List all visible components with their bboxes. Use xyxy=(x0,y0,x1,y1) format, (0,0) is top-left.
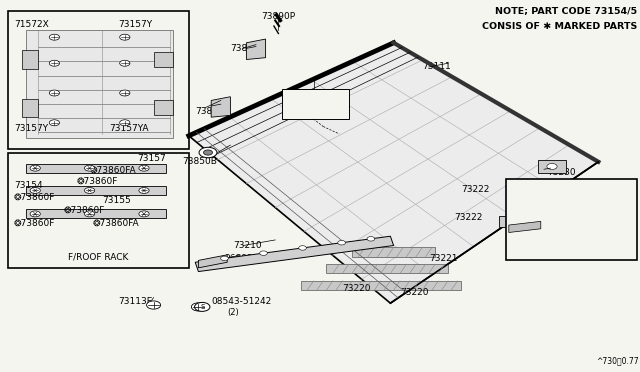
Polygon shape xyxy=(246,39,266,60)
Polygon shape xyxy=(189,43,598,303)
Text: CONSIS OF ✱ MARKED PARTS: CONSIS OF ✱ MARKED PARTS xyxy=(481,22,637,31)
Text: 73150N: 73150N xyxy=(560,228,595,237)
Text: S: S xyxy=(200,304,204,310)
Bar xyxy=(8,11,189,149)
Bar xyxy=(301,281,461,290)
Polygon shape xyxy=(509,221,541,232)
Text: ❂73860F: ❂73860F xyxy=(64,206,106,215)
Text: 73220: 73220 xyxy=(400,288,429,296)
Text: (FR&CTR): (FR&CTR) xyxy=(556,214,599,223)
Circle shape xyxy=(120,120,130,126)
Circle shape xyxy=(49,60,60,66)
Circle shape xyxy=(299,246,307,250)
Polygon shape xyxy=(198,255,227,268)
Text: ❂73860FA: ❂73860FA xyxy=(90,166,136,174)
Text: ❂73860FA: ❂73860FA xyxy=(93,219,140,228)
Polygon shape xyxy=(26,30,173,138)
Bar xyxy=(282,89,349,119)
Circle shape xyxy=(120,60,130,66)
Text: ❂73860F: ❂73860F xyxy=(14,219,56,228)
Text: EXC.F/ROOF RACK: EXC.F/ROOF RACK xyxy=(529,185,613,194)
Circle shape xyxy=(49,120,60,126)
Text: 71572X: 71572X xyxy=(14,20,49,29)
Polygon shape xyxy=(211,97,230,117)
Bar xyxy=(352,247,435,257)
Circle shape xyxy=(199,147,217,158)
Text: 73210: 73210 xyxy=(234,241,262,250)
Text: ^730⁩0.77: ^730⁩0.77 xyxy=(596,356,639,365)
Circle shape xyxy=(547,164,557,169)
Bar xyxy=(326,264,448,273)
Circle shape xyxy=(30,211,40,217)
Circle shape xyxy=(338,241,346,245)
Text: 73113E: 73113E xyxy=(118,297,153,306)
Text: ❂73860F: ❂73860F xyxy=(14,193,56,202)
Text: 73850B: 73850B xyxy=(182,157,217,166)
Circle shape xyxy=(120,90,130,96)
Text: 73157: 73157 xyxy=(138,154,166,163)
Circle shape xyxy=(139,187,149,193)
Text: 08543-51242: 08543-51242 xyxy=(211,297,271,306)
Circle shape xyxy=(84,211,95,217)
Polygon shape xyxy=(22,50,38,69)
Text: 73155: 73155 xyxy=(102,196,131,205)
Polygon shape xyxy=(195,236,394,272)
Bar xyxy=(506,179,637,260)
Text: ❂73860F: ❂73860F xyxy=(77,177,118,186)
Circle shape xyxy=(49,34,60,40)
Circle shape xyxy=(516,192,527,198)
Text: 73157Y: 73157Y xyxy=(118,20,152,29)
Text: (RR): (RR) xyxy=(568,240,588,249)
Text: 73162: 73162 xyxy=(563,201,592,210)
Circle shape xyxy=(49,90,60,96)
Text: 73221: 73221 xyxy=(429,254,458,263)
Text: F/ROOF RACK: F/ROOF RACK xyxy=(68,252,129,261)
Text: 73154: 73154 xyxy=(14,182,43,190)
Circle shape xyxy=(367,237,375,241)
Text: 73220: 73220 xyxy=(342,284,371,293)
Polygon shape xyxy=(154,52,173,67)
Circle shape xyxy=(139,165,149,171)
Text: 73111: 73111 xyxy=(422,62,451,71)
Bar xyxy=(26,209,166,218)
Text: 73222: 73222 xyxy=(461,185,489,194)
Circle shape xyxy=(507,218,517,224)
Bar xyxy=(26,186,166,195)
Text: 73157Y: 73157Y xyxy=(14,124,48,133)
Circle shape xyxy=(120,34,130,40)
Bar xyxy=(8,153,189,268)
Circle shape xyxy=(195,302,210,311)
Polygon shape xyxy=(154,100,173,115)
Text: 73157YA: 73157YA xyxy=(109,124,148,133)
Text: 73890P: 73890P xyxy=(261,12,295,21)
Text: SEE SEC. 766: SEE SEC. 766 xyxy=(290,100,340,109)
Circle shape xyxy=(221,256,228,260)
Text: 73891: 73891 xyxy=(230,44,259,53)
Circle shape xyxy=(84,187,95,193)
Text: 73230: 73230 xyxy=(547,169,576,177)
Circle shape xyxy=(204,150,212,155)
Text: 73891: 73891 xyxy=(195,107,224,116)
Text: 73222: 73222 xyxy=(454,213,483,222)
Bar xyxy=(509,190,534,201)
Circle shape xyxy=(30,187,40,193)
Bar xyxy=(26,164,166,173)
Circle shape xyxy=(147,301,161,309)
Polygon shape xyxy=(22,99,38,117)
Bar xyxy=(499,216,525,227)
Circle shape xyxy=(260,251,268,255)
Circle shape xyxy=(139,211,149,217)
Text: (2): (2) xyxy=(227,308,239,317)
Circle shape xyxy=(30,165,40,171)
Circle shape xyxy=(191,303,205,311)
Bar xyxy=(538,160,566,173)
Circle shape xyxy=(84,165,95,171)
Text: NOTE; PART CODE 73154/5: NOTE; PART CODE 73154/5 xyxy=(495,6,637,15)
Text: 96992X: 96992X xyxy=(224,254,259,263)
